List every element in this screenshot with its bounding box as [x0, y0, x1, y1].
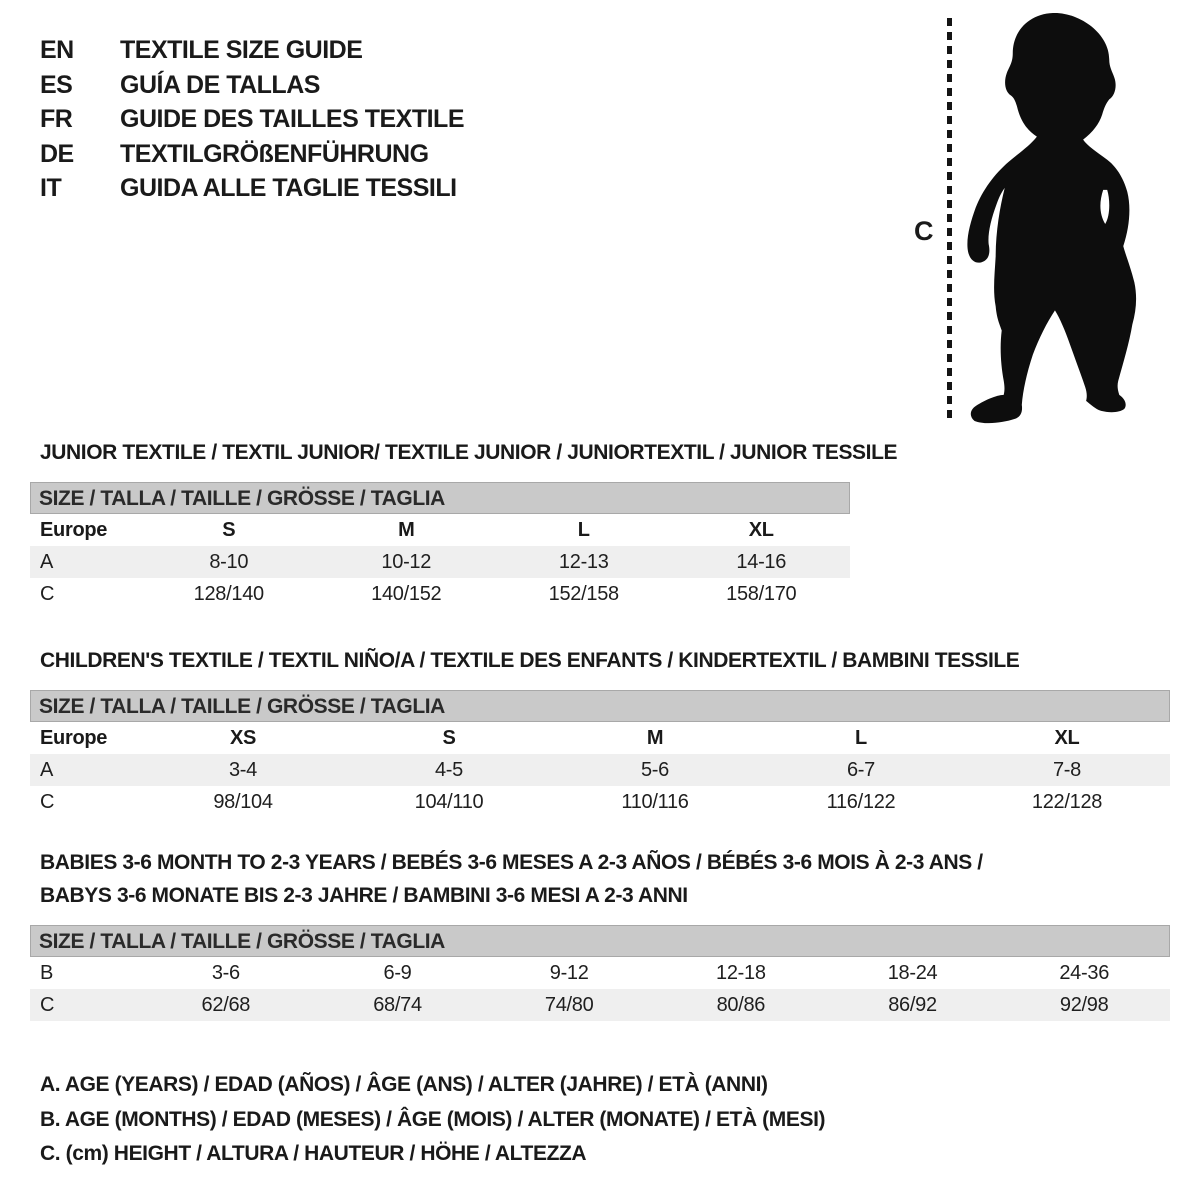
value-cell: 152/158	[548, 583, 620, 605]
value-cell: 68/74	[373, 994, 422, 1016]
section-children-textile: CHILDREN'S TEXTILE / TEXTIL NIÑO/A / TEX…	[30, 644, 1170, 818]
value-cell: 6-9	[383, 962, 412, 984]
value-cell: 98/104	[213, 791, 273, 813]
value-cell: 3-6	[211, 962, 240, 984]
toddler-silhouette-icon	[967, 12, 1137, 424]
value-cell: 92/98	[1059, 994, 1109, 1016]
value-cell: 24-36	[1059, 962, 1110, 984]
value-cell: 140/152	[371, 583, 442, 605]
table-row: Europe XS S M L XL	[30, 722, 1170, 754]
section-title-line: JUNIOR TEXTILE / TEXTIL JUNIOR/ TEXTILE …	[40, 441, 898, 464]
value-cell: S	[442, 727, 456, 749]
language-code: ES	[40, 70, 73, 99]
size-table: SIZE / TALLA / TAILLE / GRÖSSE / TAGLIA E…	[30, 482, 850, 610]
value-cell: XS	[229, 727, 257, 749]
language-list: EN TEXTILE SIZE GUIDE ES GUÍA DE TALLAS FR GU…	[40, 33, 465, 206]
language-label: TEXTILGRÖßENFÜHRUNG	[120, 139, 429, 168]
value-cell: XL	[1054, 727, 1080, 749]
toddler-silhouette-path	[967, 12, 1137, 424]
figure-area: C	[900, 10, 1180, 440]
row-label-cell: C	[40, 994, 55, 1016]
language-row: EN TEXTILE SIZE GUIDE	[40, 33, 464, 68]
value-cell: 4-5	[434, 759, 463, 781]
table-row: A 3-4 4-5 5-6 6-7 7-8	[30, 754, 1170, 786]
language-code: IT	[40, 174, 62, 203]
size-table-header-bar: SIZE / TALLA / TAILLE / GRÖSSE / TAGLIA	[30, 482, 850, 514]
section-title: JUNIOR TEXTILE / TEXTIL JUNIOR/ TEXTILE …	[40, 436, 898, 469]
section-title-line: BABIES 3-6 MONTH TO 2-3 YEARS / BEBÉS 3-…	[40, 851, 983, 874]
size-table-header-bar: SIZE / TALLA / TAILLE / GRÖSSE / TAGLIA	[30, 690, 1170, 722]
value-cell: L	[577, 519, 590, 541]
value-cell: 12-13	[558, 551, 609, 573]
value-cell: S	[222, 519, 236, 541]
section-title: CHILDREN'S TEXTILE / TEXTIL NIÑO/A / TEX…	[40, 644, 1170, 677]
language-label: TEXTILE SIZE GUIDE	[120, 36, 363, 64]
table-row: C 62/68 68/74 74/80 80/86 86/92 92/98	[30, 989, 1170, 1021]
table-row: B 3-6 6-9 9-12 12-18 18-24 24-36	[30, 957, 1170, 989]
language-row: DE TEXTILGRÖßENFÜHRUNG	[40, 137, 464, 172]
section-title-line: BABYS 3-6 MONATE BIS 2-3 JAHRE / BAMBINI…	[40, 884, 688, 907]
value-cell: 122/128	[1031, 791, 1103, 813]
value-cell: 86/92	[888, 994, 937, 1016]
legend-line: A. AGE (YEARS) / EDAD (AÑOS) / ÂGE (ANS)…	[40, 1073, 768, 1096]
value-cell: 9-12	[549, 962, 589, 984]
section-babies-textile: BABIES 3-6 MONTH TO 2-3 YEARS / BEBÉS 3-…	[30, 846, 1170, 1021]
value-cell: 158/170	[726, 583, 797, 605]
value-cell: 5-6	[640, 759, 669, 781]
height-measure-dashed-line	[947, 18, 952, 422]
value-cell: 6-7	[846, 759, 875, 781]
value-cell: 8-10	[209, 551, 249, 573]
value-cell: 110/116	[621, 791, 689, 813]
row-label-cell: A	[40, 551, 54, 573]
height-measure-label: C	[914, 216, 934, 246]
value-cell: L	[855, 727, 867, 749]
language-label: GUÍA DE TALLAS	[120, 70, 320, 99]
value-cell: XL	[748, 519, 774, 541]
value-cell: 3-4	[228, 759, 257, 781]
row-label-cell: Europe	[40, 519, 108, 541]
section-title-line: CHILDREN'S TEXTILE / TEXTIL NIÑO/A / TEX…	[40, 649, 1020, 672]
value-cell: 104/110	[414, 791, 484, 813]
language-code: FR	[40, 105, 73, 134]
language-row: IT GUIDA ALLE TAGLIE TESSILI	[40, 171, 464, 206]
size-table-header-bar: SIZE / TALLA / TAILLE / GRÖSSE / TAGLIA	[30, 925, 1170, 957]
size-table: SIZE / TALLA / TAILLE / GRÖSSE / TAGLIA B…	[30, 925, 1170, 1021]
value-cell: M	[646, 727, 664, 749]
value-cell: 128/140	[193, 583, 265, 605]
language-row: FR GUIDE DES TAILLES TEXTILE	[40, 102, 465, 137]
value-cell: 12-18	[716, 962, 766, 984]
table-row: C 128/140 140/152 152/158 158/170	[30, 578, 850, 610]
language-code: EN	[40, 36, 74, 64]
legend-line: C. (cm) HEIGHT / ALTURA / HAUTEUR / HÖHE…	[40, 1142, 587, 1165]
value-cell: 74/80	[544, 994, 594, 1016]
value-cell: 10-12	[381, 551, 432, 573]
legend: A. AGE (YEARS) / EDAD (AÑOS) / ÂGE (ANS)…	[40, 1068, 826, 1172]
language-label: GUIDE DES TAILLES TEXTILE	[120, 105, 465, 134]
section-junior-textile: JUNIOR TEXTILE / TEXTIL JUNIOR/ TEXTILE …	[30, 436, 898, 610]
row-label-cell: Europe	[40, 727, 108, 749]
language-row: ES GUÍA DE TALLAS	[40, 68, 464, 103]
value-cell: 116/122	[826, 791, 896, 813]
legend-line: B. AGE (MONTHS) / EDAD (MESES) / ÂGE (MO…	[40, 1107, 826, 1131]
section-title: BABIES 3-6 MONTH TO 2-3 YEARS / BEBÉS 3-…	[40, 846, 1170, 912]
table-row: A 8-10 10-12 12-13 14-16	[30, 546, 850, 578]
row-label-cell: C	[40, 583, 55, 605]
language-label: GUIDA ALLE TAGLIE TESSILI	[120, 174, 457, 203]
value-cell: M	[398, 519, 415, 541]
language-code: DE	[40, 139, 74, 168]
value-cell: 7-8	[1052, 759, 1081, 781]
value-cell: 62/68	[201, 994, 251, 1016]
value-cell: 18-24	[887, 962, 938, 984]
table-row: Europe S M L XL	[30, 514, 850, 546]
value-cell: 14-16	[736, 551, 787, 573]
row-label-cell: B	[40, 962, 54, 984]
table-row: C 98/104 104/110 110/116 116/122 122/128	[30, 786, 1170, 818]
row-label-cell: A	[40, 759, 54, 781]
size-table: SIZE / TALLA / TAILLE / GRÖSSE / TAGLIA E…	[30, 690, 1170, 818]
row-label-cell: C	[40, 791, 55, 813]
value-cell: 80/86	[716, 994, 766, 1016]
